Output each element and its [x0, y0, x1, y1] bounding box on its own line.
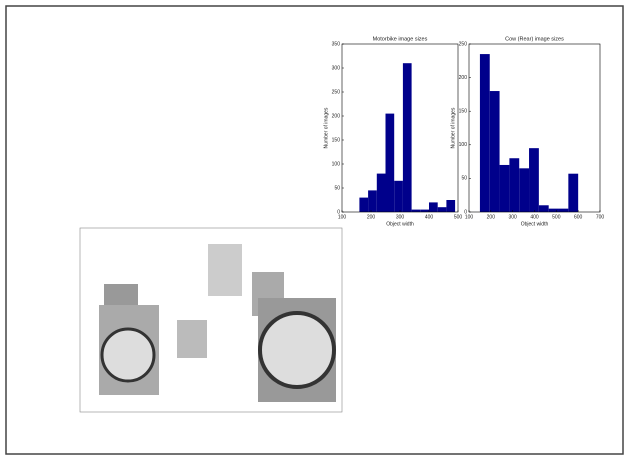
bar	[403, 63, 412, 212]
y-tick-label: 250	[459, 41, 468, 47]
bar	[420, 210, 429, 212]
bar	[509, 158, 519, 212]
bar	[480, 54, 490, 212]
bar	[500, 165, 510, 212]
bar	[568, 174, 578, 212]
x-tick-label: 200	[367, 214, 376, 220]
bar	[559, 209, 569, 212]
image-patch	[177, 320, 207, 358]
bar	[490, 91, 500, 212]
bar	[359, 198, 368, 212]
bar	[529, 148, 539, 212]
bar	[438, 207, 447, 212]
page: {"chart_data": [ {"type": "histogram", "…	[0, 0, 629, 460]
y-tick-label: 50	[461, 176, 467, 182]
x-tick-label: 500	[552, 214, 561, 220]
chart-title: Motorbike image sizes	[373, 36, 428, 42]
y-tick-label: 250	[332, 89, 341, 95]
wheel	[102, 329, 154, 381]
x-tick-label: 300	[508, 214, 517, 220]
x-tick-label: 300	[396, 214, 405, 220]
y-axis-label: Number of images	[450, 107, 456, 148]
y-tick-label: 0	[337, 209, 340, 215]
y-tick-label: 200	[459, 75, 468, 81]
y-tick-label: 150	[332, 137, 341, 143]
x-axis-label: Object width	[386, 221, 414, 227]
y-tick-label: 0	[464, 209, 467, 215]
y-tick-label: 300	[332, 65, 341, 71]
chart-title: Cow (Rear) image sizes	[505, 36, 564, 42]
y-tick-label: 50	[334, 185, 340, 191]
bar	[386, 114, 395, 212]
y-tick-label: 100	[332, 161, 341, 167]
x-tick-label: 400	[530, 214, 539, 220]
y-tick-label: 200	[332, 113, 341, 119]
x-axis-label: Object width	[521, 221, 549, 227]
bar	[412, 210, 421, 212]
x-tick-label: 200	[487, 214, 496, 220]
y-axis-label: Number of images	[323, 107, 329, 148]
bar	[446, 200, 455, 212]
bar	[429, 202, 438, 212]
bar	[394, 181, 403, 212]
y-tick-label: 150	[459, 109, 468, 115]
image-patch	[208, 244, 242, 296]
x-tick-label: 600	[574, 214, 583, 220]
bar	[368, 190, 377, 212]
wheel	[260, 313, 334, 387]
x-tick-label: 500	[454, 214, 463, 220]
x-tick-label: 400	[425, 214, 434, 220]
y-tick-label: 100	[459, 142, 468, 148]
bar	[377, 174, 386, 212]
x-tick-label: 700	[596, 214, 605, 220]
slide: 100200300400500050100150200250300350Moto…	[0, 0, 629, 460]
bar	[539, 205, 549, 212]
y-tick-label: 350	[332, 41, 341, 47]
bar	[519, 168, 529, 212]
bar	[549, 209, 559, 212]
